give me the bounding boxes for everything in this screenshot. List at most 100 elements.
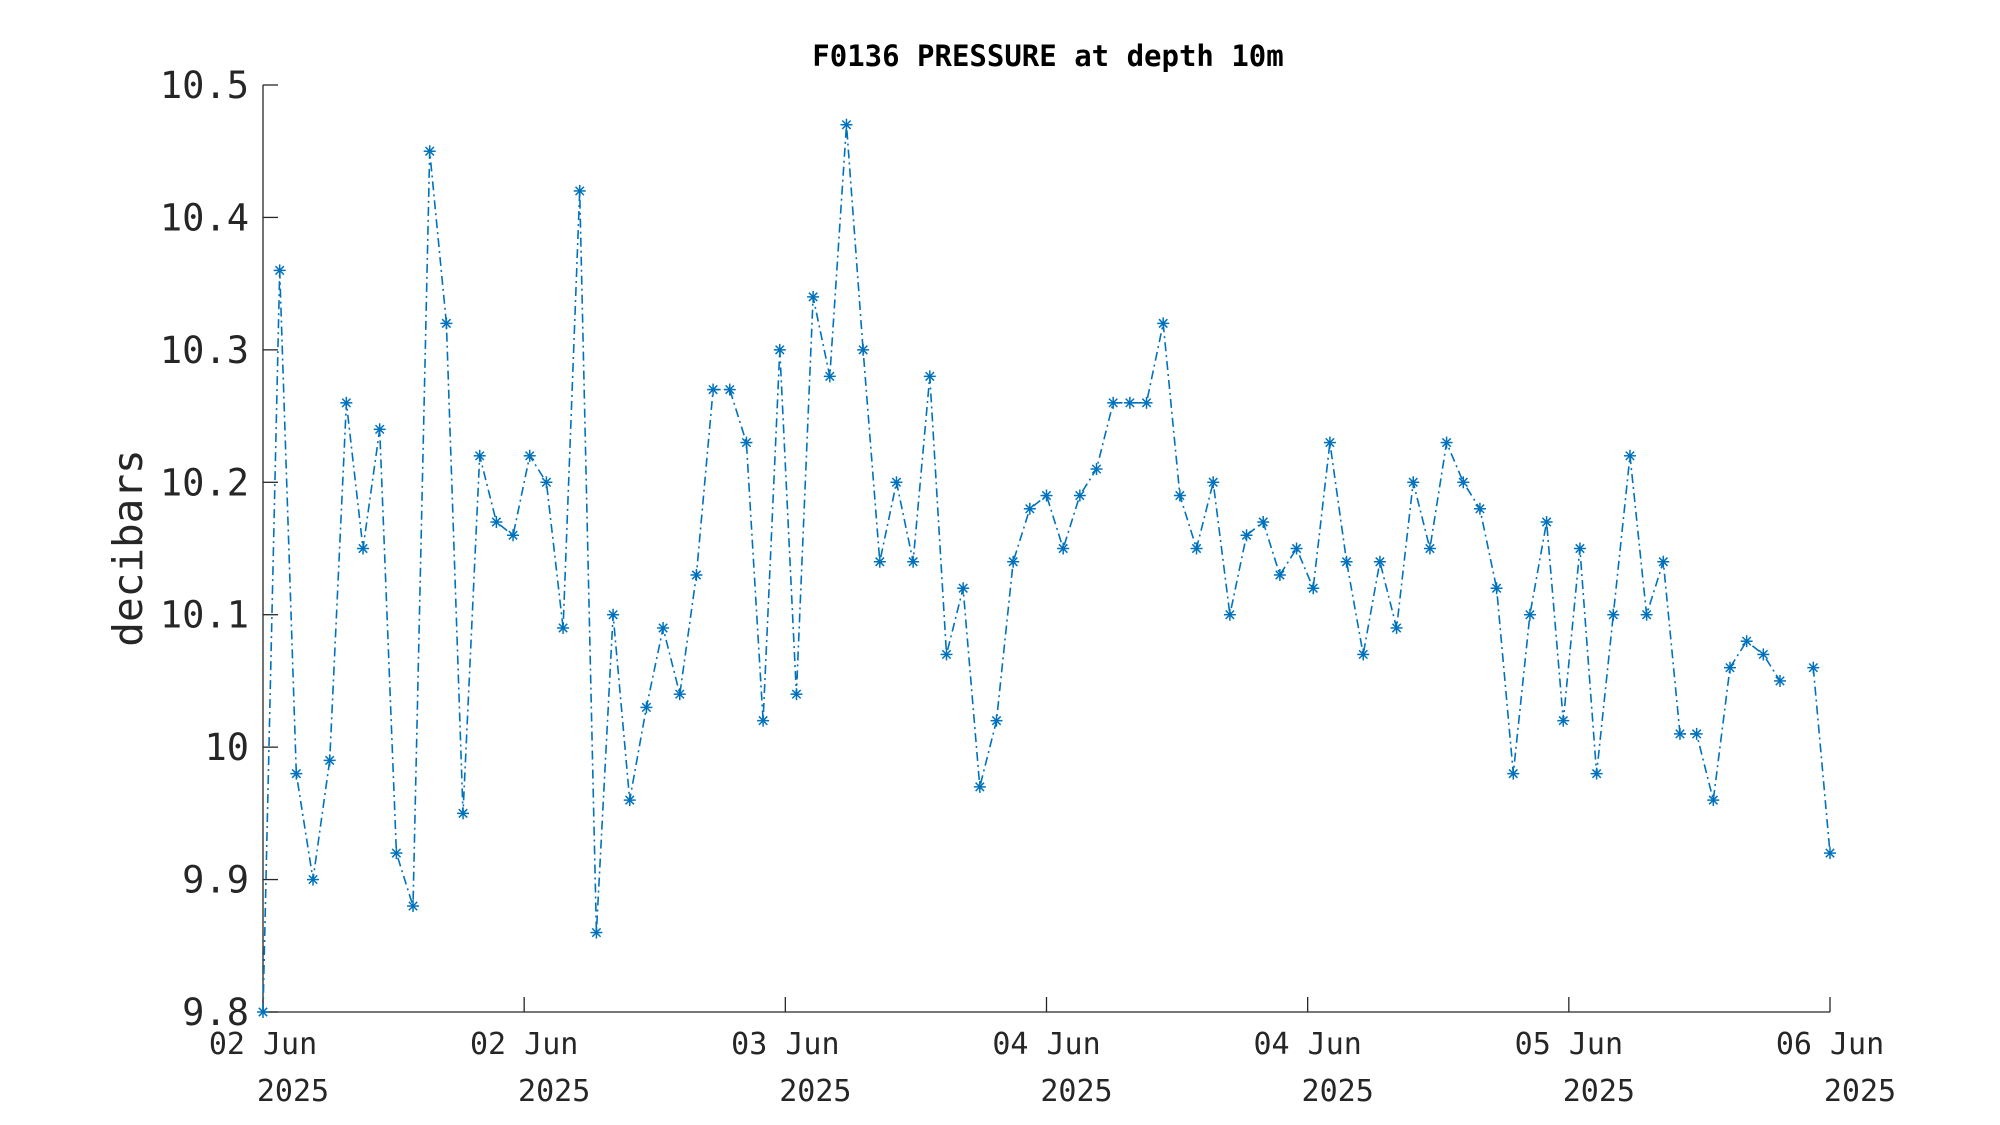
data-point xyxy=(1290,542,1303,555)
data-point xyxy=(1807,661,1820,674)
y-tick-label: 10.5 xyxy=(160,64,249,107)
y-tick-label: 10 xyxy=(204,726,249,769)
data-point xyxy=(640,701,653,714)
data-point xyxy=(1523,608,1536,621)
data-point xyxy=(907,555,920,568)
x-tick-label-date: 04 Jun xyxy=(992,1027,1100,1062)
axes xyxy=(262,85,1830,1013)
data-point xyxy=(840,118,853,131)
data-point xyxy=(440,317,453,330)
data-point xyxy=(1223,608,1236,621)
x-tick-label-year: 2025 xyxy=(1563,1074,1635,1109)
data-point xyxy=(1557,714,1570,727)
data-point xyxy=(390,847,403,860)
data-point xyxy=(1090,463,1103,476)
x-tick-label-year: 2025 xyxy=(518,1074,590,1109)
y-axis-ticks: 9.8 9.9 10 10.1 10.2 10.3 10.4 10.5 xyxy=(160,64,278,1034)
x-tick-label-year: 2025 xyxy=(1824,1074,1896,1109)
data-point xyxy=(923,370,936,383)
data-point xyxy=(490,516,503,529)
data-point xyxy=(657,621,670,634)
y-axis-label: decibars xyxy=(104,449,152,646)
data-point xyxy=(1607,608,1620,621)
data-point xyxy=(957,582,970,595)
data-point xyxy=(1690,727,1703,740)
x-tick-label-date: 06 Jun xyxy=(1776,1027,1884,1062)
data-point xyxy=(407,900,420,913)
data-point xyxy=(373,423,386,436)
data-point xyxy=(1140,396,1153,409)
data-point xyxy=(773,343,786,356)
data-point xyxy=(1357,648,1370,661)
x-tick-label-date: 02 Jun xyxy=(209,1027,317,1062)
data-point xyxy=(1373,555,1386,568)
data-point xyxy=(1507,767,1520,780)
data-point xyxy=(857,343,870,356)
x-axis-ticks: 02 Jun 2025 02 Jun 2025 03 Jun 2025 04 Jun 2025… xyxy=(209,997,1896,1109)
y-tick-label: 9.8 xyxy=(182,991,249,1034)
series-line xyxy=(262,124,1781,1013)
data-point xyxy=(990,714,1003,727)
data-point xyxy=(873,555,886,568)
data-point xyxy=(740,436,753,449)
data-point xyxy=(623,794,636,807)
data-point xyxy=(807,290,820,303)
data-point xyxy=(1057,542,1070,555)
data-point xyxy=(1773,674,1786,687)
data-point xyxy=(1207,476,1220,489)
data-point xyxy=(1123,396,1136,409)
data-point xyxy=(1490,582,1503,595)
data-point xyxy=(757,714,770,727)
chart-title: F0136 PRESSURE at depth 10m xyxy=(812,39,1283,73)
data-point xyxy=(1390,621,1403,634)
data-point xyxy=(1407,476,1420,489)
data-point xyxy=(1190,542,1203,555)
data-point xyxy=(1107,396,1120,409)
y-tick-label: 10.3 xyxy=(160,329,249,372)
data-point xyxy=(1473,502,1486,515)
y-tick-label: 10.4 xyxy=(160,196,249,239)
data-point xyxy=(1740,635,1753,648)
data-point xyxy=(823,370,836,383)
data-point xyxy=(940,648,953,661)
plot-area xyxy=(257,118,1836,1018)
data-point xyxy=(473,449,486,462)
data-point xyxy=(1423,542,1436,555)
data-point xyxy=(790,688,803,701)
data-point xyxy=(890,476,903,489)
data-point xyxy=(1623,449,1636,462)
data-point xyxy=(590,926,603,939)
data-point xyxy=(1457,476,1470,489)
y-tick-label: 9.9 xyxy=(182,859,249,902)
x-tick-label-date: 02 Jun xyxy=(470,1027,578,1062)
data-point xyxy=(1707,794,1720,807)
data-point xyxy=(1007,555,1020,568)
data-point xyxy=(607,608,620,621)
data-point xyxy=(307,873,320,886)
data-point xyxy=(1540,516,1553,529)
data-point xyxy=(1824,847,1836,860)
data-point xyxy=(1573,542,1586,555)
data-point xyxy=(257,1006,269,1018)
data-point xyxy=(1257,516,1270,529)
data-point xyxy=(423,145,436,158)
data-point xyxy=(1157,317,1170,330)
x-tick-label-year: 2025 xyxy=(257,1074,329,1109)
data-point xyxy=(357,542,370,555)
series-line xyxy=(1812,667,1831,854)
x-tick-label-year: 2025 xyxy=(779,1074,851,1109)
data-point xyxy=(1273,568,1286,581)
data-point xyxy=(1757,648,1770,661)
x-tick-label-date: 03 Jun xyxy=(731,1027,839,1062)
data-point xyxy=(1240,529,1253,542)
y-tick-label: 10.1 xyxy=(160,594,249,637)
data-point xyxy=(507,529,520,542)
data-point xyxy=(323,754,336,767)
data-point xyxy=(1640,608,1653,621)
data-point xyxy=(1040,489,1053,502)
x-tick-label-year: 2025 xyxy=(1302,1074,1374,1109)
data-point xyxy=(523,449,536,462)
y-tick-label: 10.2 xyxy=(160,461,249,504)
data-point xyxy=(1307,582,1320,595)
